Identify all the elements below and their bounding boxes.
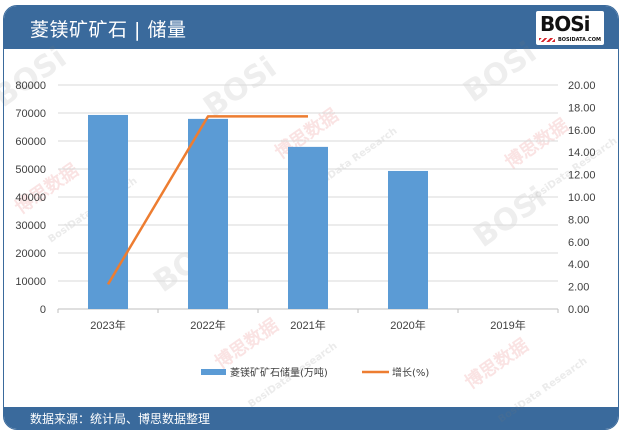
left-axis-tick: 20000 [15,248,46,260]
left-axis-tick: 30000 [15,220,46,232]
left-axis-tick: 50000 [15,164,46,176]
data-source: 数据来源：统计局、博思数据整理 [30,412,211,426]
x-axis-label: 2021年 [290,318,325,332]
x-axis-label: 2023年 [90,318,125,332]
x-axis-label: 2020年 [390,318,425,332]
right-axis-tick: 20.00 [568,80,596,92]
right-axis-tick: 0.00 [568,304,589,316]
footer-bar: 数据来源：统计局、博思数据整理 [4,407,618,429]
left-axis-tick: 80000 [15,80,46,92]
left-axis-ticks: 0 10000 20000 30000 40000 50000 60000 70000 8000… [15,80,46,316]
page-title: 菱镁矿矿石 | 储量 [30,19,187,41]
right-axis-tick: 6.00 [568,237,589,249]
right-axis-ticks: 0.00 2.00 4.00 6.00 8.00 10.00 12.00 14.00 16.00… [568,80,596,316]
left-axis-tick: 70000 [15,108,46,120]
legend-bar-label: 菱镁矿矿石储量(万吨) [230,366,328,379]
legend: 菱镁矿矿石储量(万吨) 增长(%) [201,366,429,379]
legend-bar-swatch-icon [201,369,226,375]
right-axis-tick: 12.00 [568,170,596,182]
bar [388,170,428,309]
left-axis-tick: 40000 [15,192,46,204]
right-axis-tick: 2.00 [568,282,589,294]
bar-series [88,114,428,310]
left-axis-tick: 10000 [15,276,46,288]
right-axis-tick: 14.00 [568,147,596,159]
logo-stripe-icon [539,38,555,42]
line-series [106,115,308,285]
header-bar: 菱镁矿矿石 | 储量 BOSi BOSIDATA.COM [4,6,618,49]
x-axis-labels: 2023年 2022年 2021年 2020年 2019年 [90,318,525,332]
logo-wordmark: BOSi [540,12,591,36]
right-axis-tick: 16.00 [568,125,596,137]
right-axis-tick: 8.00 [568,214,589,226]
right-axis-tick: 4.00 [568,259,589,271]
x-axis-label: 2022年 [190,318,225,332]
logo-subtext: BOSIDATA.COM [558,37,601,43]
left-axis-tick: 0 [40,304,46,316]
bosi-logo: BOSi BOSIDATA.COM [536,11,604,45]
legend-line-label: 增长(%) [392,366,429,379]
right-axis-tick: 10.00 [568,192,596,204]
bar [288,146,328,309]
bar [88,114,128,310]
x-axis-label: 2019年 [490,318,525,332]
bar [188,118,228,309]
right-axis-tick: 18.00 [568,102,596,114]
growth-line [106,115,308,285]
left-axis-tick: 60000 [15,136,46,148]
